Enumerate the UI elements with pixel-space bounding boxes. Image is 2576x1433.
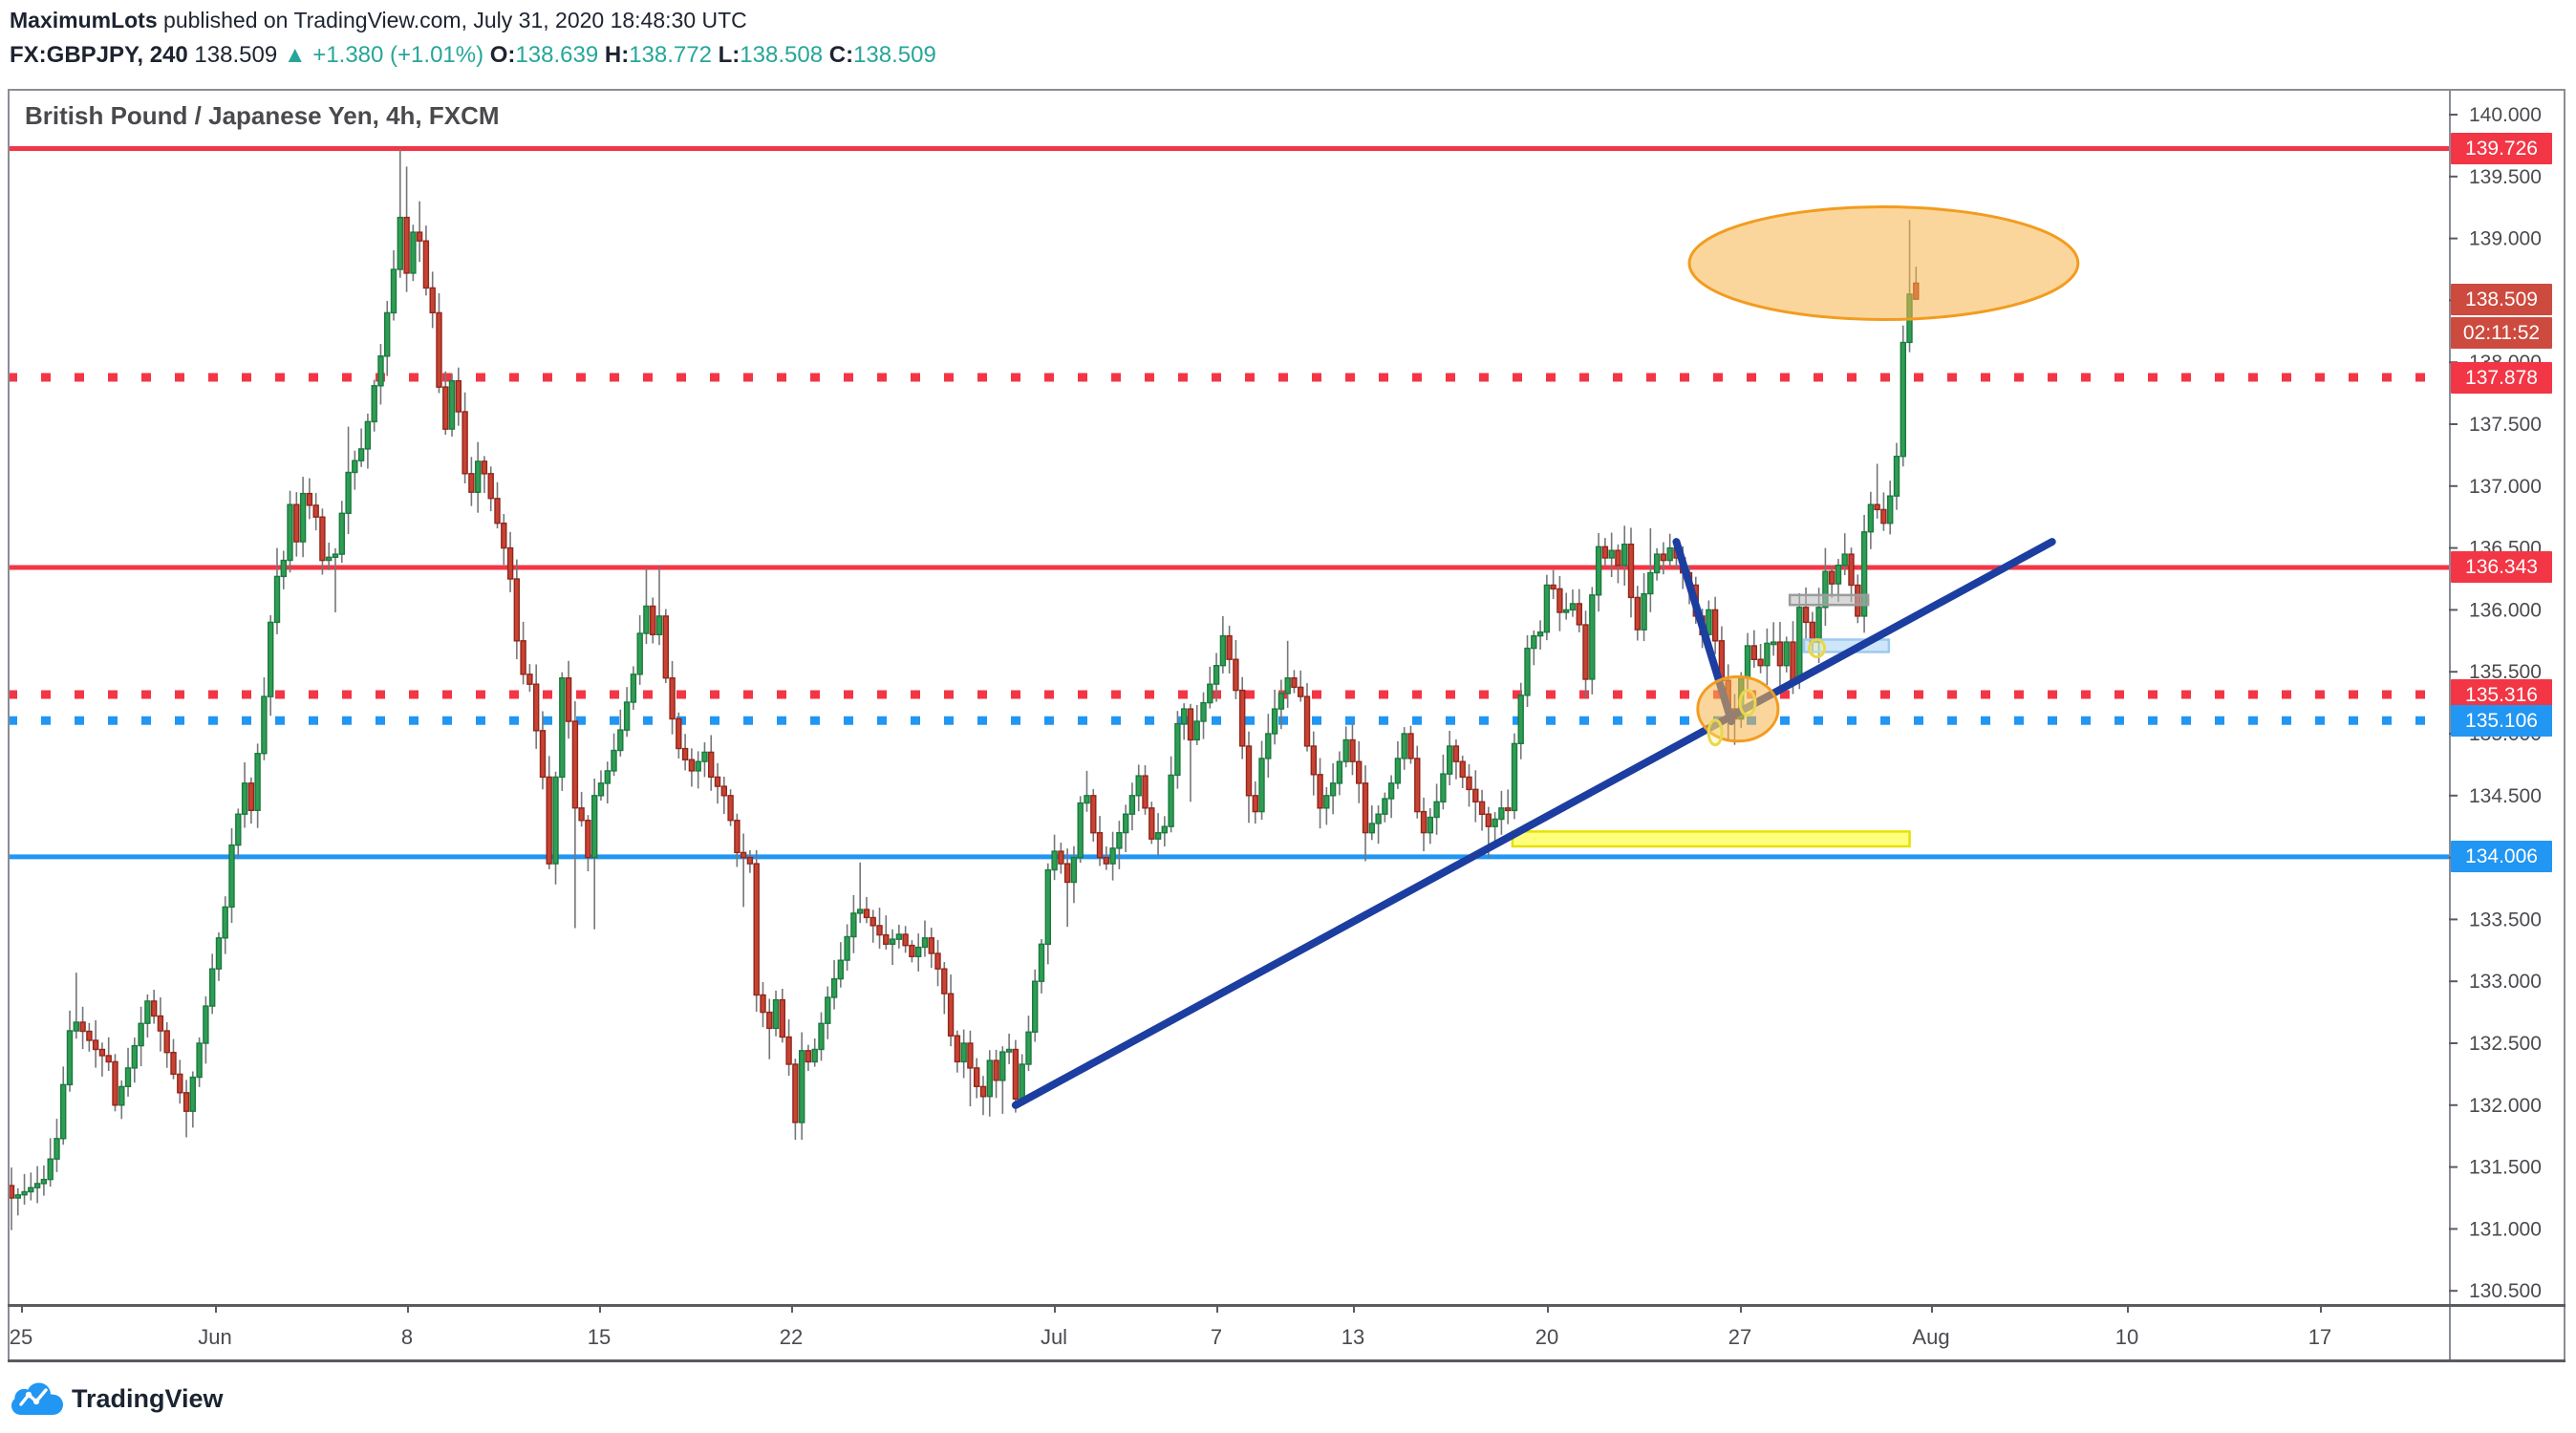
- author-name: MaximumLots: [10, 8, 158, 32]
- low-label: L:: [718, 42, 741, 68]
- time-label-Aug: Aug: [1912, 1325, 1950, 1349]
- target-zone[interactable]: [1687, 205, 2080, 321]
- svg-text:139.500: 139.500: [2469, 166, 2542, 188]
- high-value: 138.772: [629, 42, 712, 68]
- candle-bodies: [8, 216, 1920, 1199]
- price-tag-139.726: 139.726: [2451, 133, 2552, 164]
- price-tag-134.006: 134.006: [2451, 841, 2552, 872]
- wick-highlight-circle-1[interactable]: [1707, 718, 1724, 747]
- bar-countdown: 02:11:52: [2451, 317, 2552, 349]
- time-tick-Aug: [1931, 1304, 1933, 1313]
- time-axis-bottom-border: [8, 1359, 2565, 1362]
- up-triangle-icon: ▲: [283, 42, 307, 68]
- price-tag-137.878: 137.878: [2451, 362, 2552, 394]
- svg-text:131.500: 131.500: [2469, 1157, 2542, 1179]
- publish-info: MaximumLots published on TradingView.com…: [10, 8, 747, 33]
- svg-text:134.500: 134.500: [2469, 785, 2542, 807]
- chart-plot-area[interactable]: [8, 89, 2449, 1304]
- close-value: 138.509: [853, 42, 936, 68]
- time-tick-13: [1353, 1304, 1355, 1313]
- svg-text:133.000: 133.000: [2469, 971, 2542, 993]
- time-tick-25: [21, 1304, 23, 1313]
- price-axis[interactable]: 140.000139.500139.000138.500138.000137.5…: [2449, 89, 2564, 1304]
- svg-text:140.000: 140.000: [2469, 104, 2542, 126]
- time-tick-17: [2320, 1304, 2322, 1313]
- symbol-name: FX:GBPJPY, 240: [10, 42, 188, 68]
- svg-text:136.000: 136.000: [2469, 599, 2542, 621]
- frame-left-border: [8, 89, 10, 1361]
- support-zone-yellow[interactable]: [1511, 830, 1911, 848]
- time-label-Jun: Jun: [198, 1325, 232, 1349]
- price-tag-136.343: 136.343: [2451, 551, 2552, 583]
- time-tick-15: [599, 1304, 601, 1313]
- time-label-10: 10: [2114, 1325, 2139, 1349]
- time-label-22: 22: [779, 1325, 804, 1349]
- publish-text: published on TradingView.com, July 31, 2…: [157, 8, 747, 32]
- svg-text:132.500: 132.500: [2469, 1033, 2542, 1055]
- svg-text:132.000: 132.000: [2469, 1095, 2542, 1117]
- time-label-27: 27: [1728, 1325, 1752, 1349]
- open-value: 138.639: [515, 42, 599, 68]
- time-tick-8: [407, 1304, 409, 1313]
- open-label: O:: [489, 42, 516, 68]
- svg-text:135.500: 135.500: [2469, 661, 2542, 683]
- chart-legend-title: British Pound / Japanese Yen, 4h, FXCM: [25, 101, 500, 130]
- bounce-zone[interactable]: [1696, 674, 1780, 743]
- tradingview-logo-text: TradingView: [72, 1383, 224, 1413]
- wick-highlight-circle-3[interactable]: [1808, 638, 1827, 659]
- price-axis-ticks-svg: 140.000139.500139.000138.500138.000137.5…: [2449, 104, 2542, 1302]
- low-value: 138.508: [740, 42, 824, 68]
- time-tick-7: [1216, 1304, 1218, 1313]
- symbol-ohlc-row: FX:GBPJPY, 240 138.509 ▲ +1.380 (+1.01%)…: [10, 42, 936, 69]
- time-label-20: 20: [1535, 1325, 1559, 1349]
- time-tick-Jun: [215, 1304, 217, 1313]
- time-tick-27: [1740, 1304, 1742, 1313]
- svg-text:137.000: 137.000: [2469, 476, 2542, 498]
- time-label-17: 17: [2308, 1325, 2332, 1349]
- svg-text:139.000: 139.000: [2469, 228, 2542, 250]
- wick-highlight-circle-2[interactable]: [1738, 689, 1757, 717]
- high-label: H:: [604, 42, 630, 68]
- time-label-7: 7: [1210, 1325, 1223, 1349]
- time-label-8: 8: [400, 1325, 414, 1349]
- plot-bottom-border: [8, 1304, 2565, 1307]
- price-tag-138.509: 138.509: [2451, 284, 2552, 315]
- svg-text:137.500: 137.500: [2469, 414, 2542, 436]
- tradingview-cloud-icon: [11, 1381, 63, 1416]
- close-label: C:: [828, 42, 854, 68]
- axis-divider-border: [2449, 89, 2451, 1361]
- svg-text:130.500: 130.500: [2469, 1280, 2542, 1302]
- rising-trendline[interactable]: [1011, 538, 2056, 1109]
- frame-right-border: [2564, 89, 2565, 1361]
- time-label-15: 15: [587, 1325, 612, 1349]
- candlestick-chart[interactable]: [8, 89, 2449, 1304]
- candle-wicks: [11, 148, 1918, 1230]
- last-price: 138.509: [194, 42, 278, 68]
- svg-text:131.000: 131.000: [2469, 1218, 2542, 1240]
- time-tick-Jul: [1054, 1304, 1056, 1313]
- tradingview-logo[interactable]: TradingView: [11, 1381, 224, 1416]
- svg-text:133.500: 133.500: [2469, 909, 2542, 930]
- time-label-Jul: Jul: [1040, 1325, 1068, 1349]
- frame-top-border: [8, 89, 2564, 91]
- time-label-13: 13: [1341, 1325, 1365, 1349]
- time-tick-20: [1547, 1304, 1549, 1313]
- supply-zone-gray[interactable]: [1788, 593, 1870, 607]
- time-axis[interactable]: 25 Jun 8 15 22 Jul 7 13 20 27 Aug 10 17: [8, 1304, 2564, 1360]
- price-change: +1.380 (+1.01%): [312, 42, 484, 68]
- time-label-25: 25: [9, 1325, 33, 1349]
- price-tag-135.106: 135.106: [2451, 705, 2552, 737]
- time-tick-10: [2127, 1304, 2129, 1313]
- time-tick-22: [791, 1304, 793, 1313]
